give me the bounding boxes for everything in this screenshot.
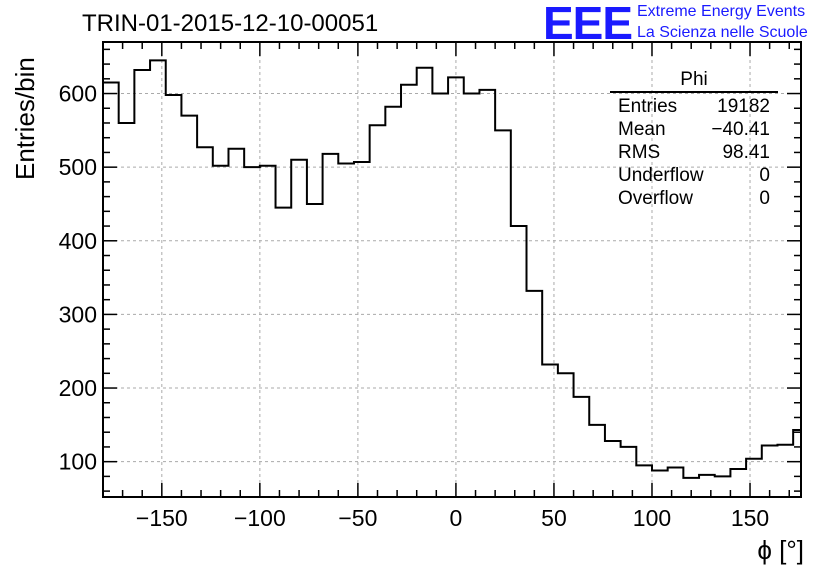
plot-frame <box>102 41 802 498</box>
y-tick-label: 100 <box>59 449 97 475</box>
y-tick-label: 500 <box>59 154 97 180</box>
stats-box: Phi Entries 19182 Mean −40.41 RMS 98.41 … <box>610 70 778 210</box>
logo-caption-line2: La Scienza nelle Scuole <box>637 24 808 41</box>
x-tick-label: −100 <box>234 505 286 531</box>
stats-label: Underflow <box>618 165 704 186</box>
stats-label: Mean <box>618 119 666 140</box>
stats-value: 19182 <box>717 96 770 117</box>
stats-row-entries: Entries 19182 <box>610 95 778 118</box>
stats-row-underflow: Underflow 0 <box>610 164 778 187</box>
stats-value: −40.41 <box>711 119 770 140</box>
y-tick-label: 400 <box>59 228 97 254</box>
x-tick-label: −150 <box>136 505 188 531</box>
stats-divider <box>610 91 778 93</box>
histogram-series-line <box>103 59 802 479</box>
logo-caption-line1: Extreme Energy Events <box>637 3 806 20</box>
stats-value: 98.41 <box>722 142 770 163</box>
stats-histogram-name: Phi <box>680 69 708 90</box>
stats-value: 0 <box>759 165 770 186</box>
stats-value: 0 <box>759 188 770 209</box>
tick-labels: −150 −100 −50 0 50 100 150 100 200 300 400 500 600 <box>59 81 770 531</box>
chart-title: TRIN-01-2015-12-10-00051 <box>82 10 379 37</box>
eee-logo-mark: EEE <box>543 0 633 49</box>
x-tick-label: −50 <box>338 505 377 531</box>
stats-row-overflow: Overflow 0 <box>610 187 778 210</box>
x-tick-label: 50 <box>541 505 567 531</box>
x-axis-label: ϕ [°] <box>757 535 804 565</box>
y-axis-label: Entries/bin <box>10 57 40 180</box>
grid-lines <box>103 42 801 497</box>
y-tick-label: 300 <box>59 301 97 327</box>
axis-ticks <box>102 42 801 497</box>
x-tick-label: 0 <box>450 505 463 531</box>
x-tick-label: 150 <box>731 505 769 531</box>
stats-row-mean: Mean −40.41 <box>610 118 778 141</box>
stats-label: RMS <box>618 142 661 163</box>
stats-label: Overflow <box>618 188 693 209</box>
stats-row-rms: RMS 98.41 <box>610 141 778 164</box>
y-tick-label: 200 <box>59 375 97 401</box>
y-tick-label: 600 <box>59 81 97 107</box>
x-tick-label: 100 <box>633 505 671 531</box>
stats-label: Entries <box>618 96 678 117</box>
